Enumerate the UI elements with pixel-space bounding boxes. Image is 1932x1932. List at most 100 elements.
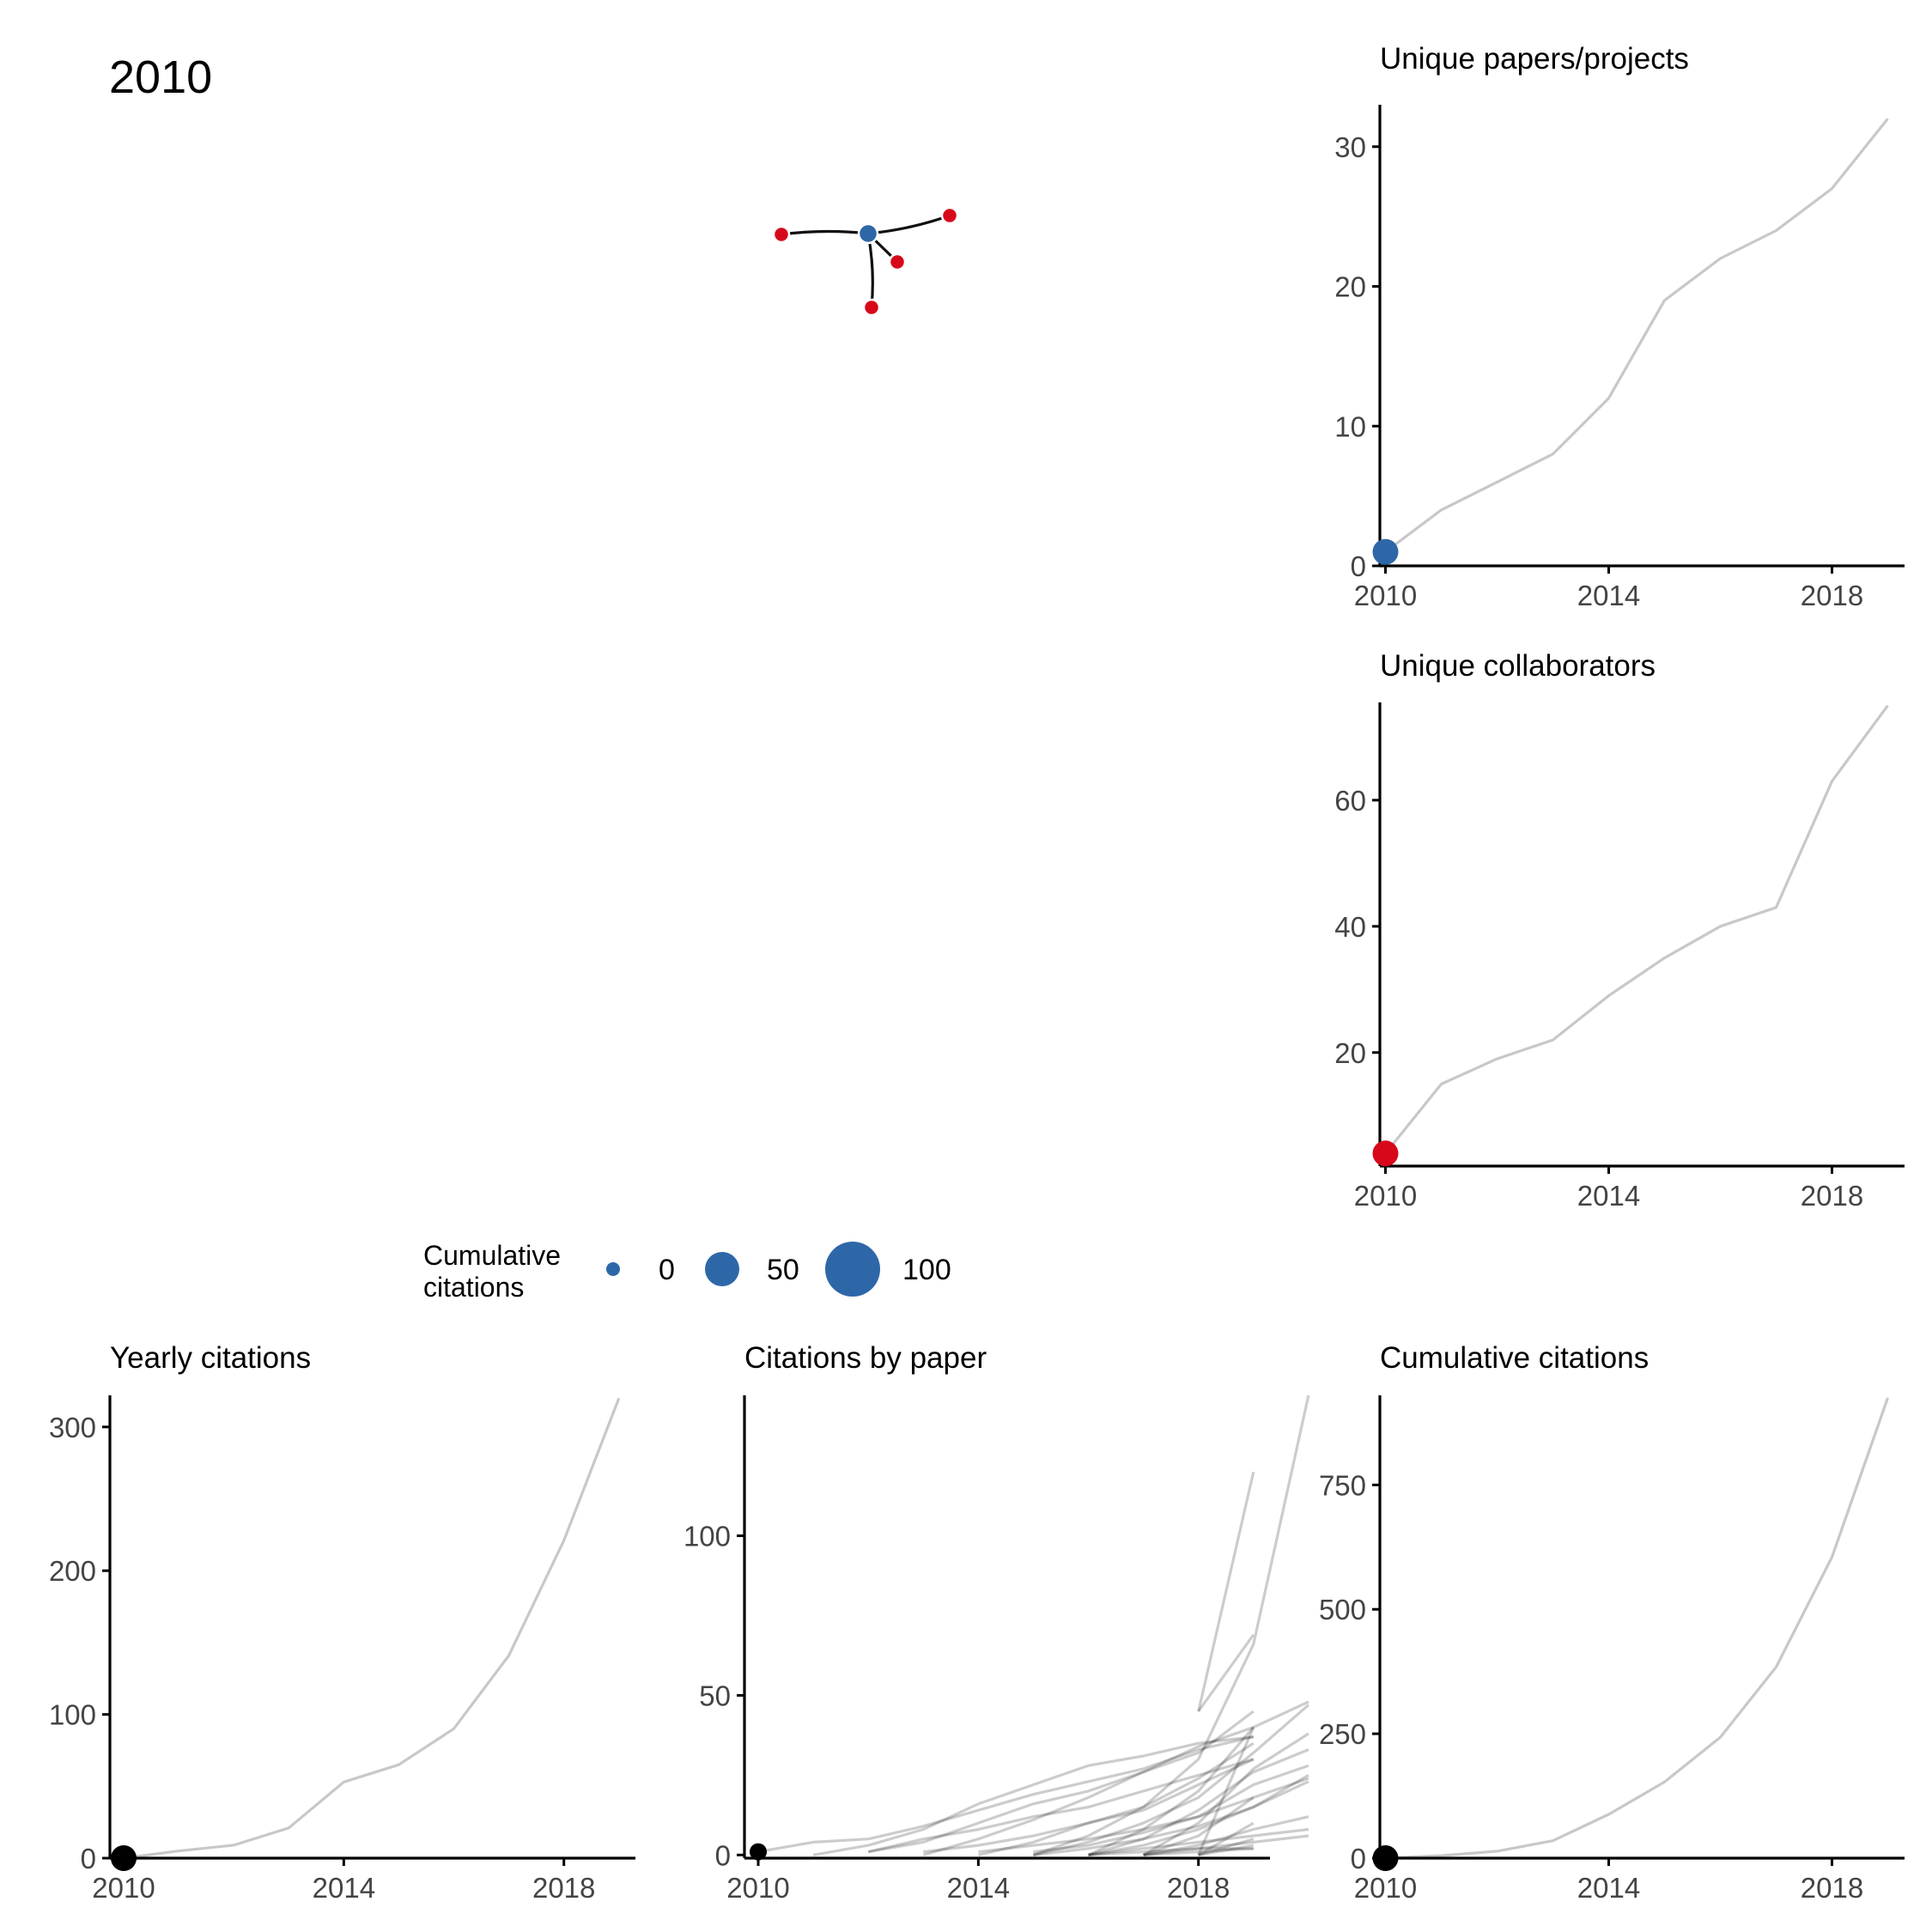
current-year-point xyxy=(750,1843,768,1861)
y-tick-label: 30 xyxy=(1334,131,1366,163)
y-tick-label: 250 xyxy=(1319,1718,1366,1750)
x-tick-label: 2014 xyxy=(947,1872,1010,1904)
x-tick-label: 2010 xyxy=(1354,1180,1417,1212)
series-line xyxy=(1088,1748,1309,1856)
series-lines xyxy=(1384,704,1889,1155)
series-line xyxy=(1197,1633,1255,1712)
series-line xyxy=(1197,1726,1255,1856)
x-tick-label: 2018 xyxy=(1801,580,1863,611)
series-line xyxy=(1087,1700,1309,1856)
series-line xyxy=(123,1397,621,1860)
series-line xyxy=(1384,704,1889,1155)
y-tick-label: 750 xyxy=(1319,1469,1366,1501)
legend-title-line1: Cumulative xyxy=(423,1240,561,1271)
y-tick-label: 0 xyxy=(81,1843,96,1874)
series-line xyxy=(1142,1732,1309,1856)
series-line xyxy=(867,1758,1255,1854)
collaborator-node xyxy=(772,225,791,244)
series-line xyxy=(1384,118,1889,553)
panel-title: Citations by paper xyxy=(744,1341,987,1375)
series-line xyxy=(1088,1780,1309,1856)
network-edge xyxy=(866,233,874,308)
x-tick-label: 2018 xyxy=(1801,1872,1863,1904)
series-line xyxy=(1143,1777,1309,1856)
x-tick-label: 2014 xyxy=(1577,1180,1640,1212)
x-tick-label: 2018 xyxy=(1167,1872,1230,1904)
collaborator-node xyxy=(862,298,881,317)
y-tick-label: 500 xyxy=(1319,1594,1366,1625)
y-tick-label: 50 xyxy=(699,1680,731,1711)
panel-title: Yearly citations xyxy=(110,1341,311,1375)
series-lines xyxy=(123,1397,621,1860)
panel-cumulative: Cumulative citations 2010 2014 2018 0 250 500 7… xyxy=(1319,1341,1905,1904)
y-tick-label: 40 xyxy=(1334,911,1366,943)
x-tick-label: 2014 xyxy=(1577,580,1640,611)
series-line xyxy=(1143,1847,1254,1856)
y-tick-label: 10 xyxy=(1334,410,1366,442)
panel-title: Cumulative citations xyxy=(1380,1341,1649,1375)
panel-yearly: Yearly citations 2010 2014 2018 0 100 200 300 xyxy=(49,1341,635,1904)
year-title: 2010 xyxy=(109,52,212,103)
y-tick-label: 100 xyxy=(49,1699,96,1731)
legend-size-key xyxy=(606,1262,620,1276)
y-tick-label: 200 xyxy=(49,1555,96,1587)
y-tick-label: 300 xyxy=(49,1412,96,1443)
x-tick-label: 2018 xyxy=(1801,1180,1863,1212)
legend-size-key xyxy=(705,1252,739,1286)
series-line xyxy=(1032,1394,1310,1856)
x-tick-label: 2010 xyxy=(1354,1872,1417,1904)
current-year-point xyxy=(111,1845,137,1871)
panel-title: Unique papers/projects xyxy=(1380,42,1689,76)
y-tick-label: 100 xyxy=(683,1521,731,1552)
series-line xyxy=(1143,1834,1309,1856)
series-lines xyxy=(1384,118,1889,553)
series-line xyxy=(867,1710,1255,1854)
series-line xyxy=(1198,1838,1255,1856)
legend-size-label: 100 xyxy=(902,1254,951,1286)
y-tick-label: 20 xyxy=(1334,271,1366,303)
paper-node xyxy=(857,222,879,245)
legend-title-line2: citations xyxy=(423,1272,524,1303)
collaborator-node xyxy=(940,206,959,225)
legend-size-label: 50 xyxy=(767,1254,799,1286)
x-tick-label: 2010 xyxy=(1354,580,1417,611)
series-line xyxy=(757,1735,1255,1854)
legend-size-key xyxy=(825,1242,880,1297)
network-edge xyxy=(867,214,951,235)
legend-size-label: 0 xyxy=(659,1254,675,1286)
x-tick-label: 2018 xyxy=(532,1872,595,1904)
series-line xyxy=(1033,1764,1309,1854)
y-tick-label: 0 xyxy=(715,1839,731,1871)
series-line xyxy=(922,1726,1255,1856)
network-edge xyxy=(781,229,869,236)
y-tick-label: 0 xyxy=(1351,550,1366,582)
series-line xyxy=(978,1758,1255,1856)
panel-collaborators: Unique collaborators 2010 2014 2018 20 40 60 xyxy=(1334,649,1905,1212)
current-year-point xyxy=(1372,538,1399,565)
series-line xyxy=(1033,1704,1309,1856)
network-graph xyxy=(772,206,959,317)
series-line xyxy=(1033,1774,1309,1856)
series-line xyxy=(812,1735,1254,1856)
x-tick-label: 2010 xyxy=(92,1872,155,1904)
y-tick-label: 0 xyxy=(1351,1843,1366,1874)
series-lines xyxy=(1385,1397,1890,1860)
series-line xyxy=(1197,1471,1255,1712)
series-line xyxy=(1088,1827,1309,1856)
series-line xyxy=(1088,1847,1254,1856)
series-lines xyxy=(757,1394,1310,1856)
panel-papers: Unique papers/projects 2010 2014 2018 0 10 20 3… xyxy=(1334,42,1905,611)
series-line xyxy=(1385,1397,1890,1860)
series-line xyxy=(1143,1815,1309,1856)
current-year-point xyxy=(1372,1140,1399,1167)
series-line xyxy=(923,1741,1255,1854)
x-tick-label: 2010 xyxy=(726,1872,789,1904)
x-tick-label: 2014 xyxy=(1577,1872,1640,1904)
panel-title: Unique collaborators xyxy=(1380,649,1656,683)
y-tick-label: 60 xyxy=(1334,785,1366,817)
chart-panels: Unique papers/projects 2010 2014 2018 0 10 20 3… xyxy=(49,42,1905,1904)
y-tick-label: 20 xyxy=(1334,1037,1366,1069)
collaborator-node xyxy=(888,252,907,271)
